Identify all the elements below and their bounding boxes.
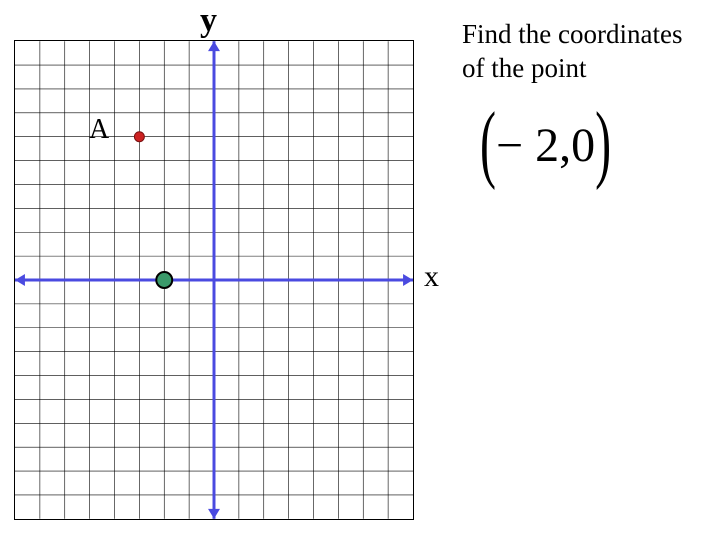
open-paren: ( xyxy=(480,94,496,193)
close-paren: ) xyxy=(595,94,611,193)
coordinate-grid xyxy=(14,40,414,520)
x-axis-label: x xyxy=(424,260,439,294)
coord-comma: , xyxy=(559,119,571,172)
point-A xyxy=(134,132,144,142)
coord-y: 0 xyxy=(571,119,595,172)
instruction-line1: Find the coordinates xyxy=(462,18,682,52)
y-axis-label: y xyxy=(200,2,217,40)
coordinate-answer: (− 2,0) xyxy=(480,118,611,173)
point-a-label: A xyxy=(89,114,109,146)
point-answer xyxy=(156,272,172,288)
coord-minus: − xyxy=(496,119,523,172)
slide-root: y x Find the coordinates of the point (−… xyxy=(0,0,720,540)
coord-x: 2 xyxy=(523,119,559,172)
grid-svg xyxy=(15,41,413,519)
instruction-line2: of the point xyxy=(462,52,682,86)
instruction-text: Find the coordinates of the point xyxy=(462,18,682,86)
